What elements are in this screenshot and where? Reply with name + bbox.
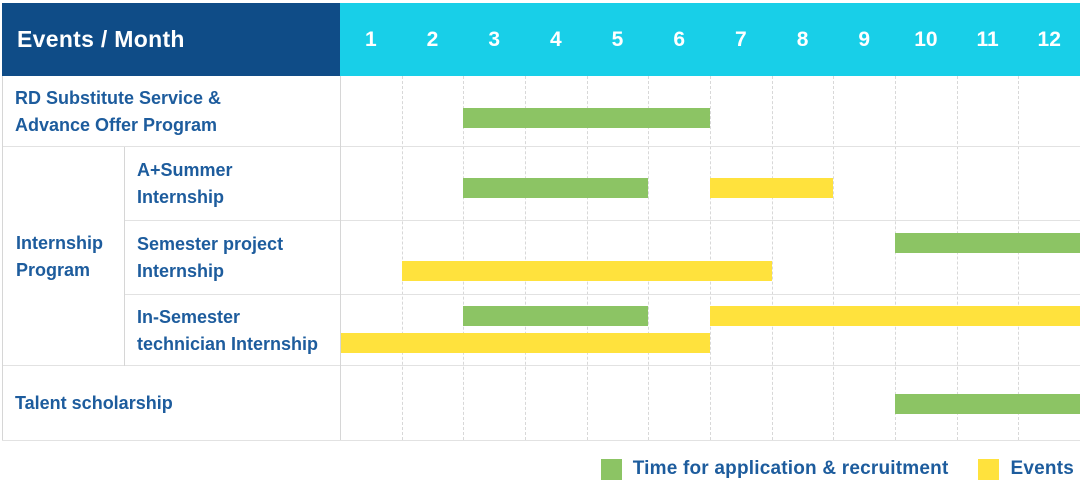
legend-swatch-green	[600, 458, 622, 480]
row-divider	[124, 294, 1080, 295]
legend-label: Events	[1010, 458, 1074, 479]
month-header-cell: 3	[488, 27, 501, 51]
group-label-line: Program	[16, 259, 91, 280]
gantt-bar-yellow	[710, 178, 834, 198]
month-grid-line	[710, 76, 711, 440]
gantt-bar-green	[463, 306, 649, 326]
row-divider	[2, 146, 1080, 147]
row-label-a-plus-summer: A+Summer Internship	[124, 147, 340, 221]
gantt-bar-yellow	[401, 261, 772, 281]
month-header-cell: 9	[858, 27, 871, 51]
month-header-cell: 8	[796, 27, 809, 51]
gantt-bar-yellow	[710, 306, 1080, 326]
table-bottom-border	[2, 440, 1080, 441]
month-grid-line	[1018, 76, 1020, 440]
month-header-cell: 4	[550, 27, 562, 51]
legend-label: Time for application & recruitment	[632, 458, 949, 479]
legend-swatch-yellow	[978, 458, 1000, 480]
row-label-rd-substitute: RD Substitute Service & Advance Offer Pr…	[2, 76, 340, 147]
month-header-cell: 5	[611, 27, 624, 51]
label-chart-divider	[340, 76, 341, 440]
group-sub-divider	[124, 147, 125, 366]
row-label-line: A+Summer	[137, 160, 233, 180]
month-grid-line	[895, 76, 896, 440]
gantt-bar-green	[463, 178, 649, 198]
row-label-line: RD Substitute Service &	[15, 87, 222, 108]
month-grid-line	[771, 76, 773, 440]
month-header-cell: 12	[1037, 27, 1061, 51]
row-label-line: Internship	[137, 261, 225, 281]
gantt-bar-green	[895, 233, 1080, 253]
header-title: Events / Month	[17, 26, 185, 52]
month-header-cell: 2	[426, 27, 439, 51]
month-grid-line	[956, 76, 958, 440]
header-events-month: Events / Month	[2, 3, 340, 76]
month-header-cell: 11	[976, 27, 999, 51]
month-grid-line	[648, 76, 650, 440]
month-grid-line	[525, 76, 526, 440]
gantt-bar-green	[463, 108, 710, 128]
month-header-cell: 7	[735, 27, 747, 51]
month-header-cell: 1	[364, 27, 377, 51]
month-grid-line	[463, 76, 465, 440]
month-header-cell: 10	[914, 27, 938, 51]
month-grid-line	[833, 76, 835, 440]
row-label-line: Advance Offer Program	[15, 114, 218, 135]
table-left-border	[2, 76, 3, 440]
gantt-bar-yellow	[340, 333, 710, 353]
row-divider	[124, 220, 1080, 221]
month-grid-line	[401, 76, 403, 440]
legend-item-green: Time for application & recruitment	[600, 458, 949, 480]
month-grid-line	[586, 76, 588, 440]
row-label-line: Internship	[137, 187, 225, 207]
row-label-line: In-Semester	[137, 306, 241, 327]
legend-item-yellow: Events	[978, 458, 1074, 480]
row-label-line: technician Internship	[137, 333, 319, 354]
gantt-bar-green	[895, 394, 1080, 414]
legend: Time for application & recruitment Events	[600, 458, 1074, 480]
chart-area	[340, 76, 1080, 440]
month-header-cell: 6	[673, 27, 686, 51]
row-label-talent-scholarship: Talent scholarship	[2, 366, 340, 440]
month-header-row: 1 2 3 4 5 6 7 8 9 10 11 12	[340, 3, 1080, 76]
row-divider	[2, 365, 1080, 366]
row-label-in-semester-technician: In-Semester technician Internship	[124, 295, 340, 366]
group-label-line: Internship	[16, 232, 104, 253]
row-label-line: Semester project	[137, 234, 284, 254]
group-label-internship-program: Internship Program	[2, 147, 124, 366]
row-label-semester-project: Semester project Internship	[124, 221, 340, 295]
row-label-line: Talent scholarship	[15, 392, 173, 413]
